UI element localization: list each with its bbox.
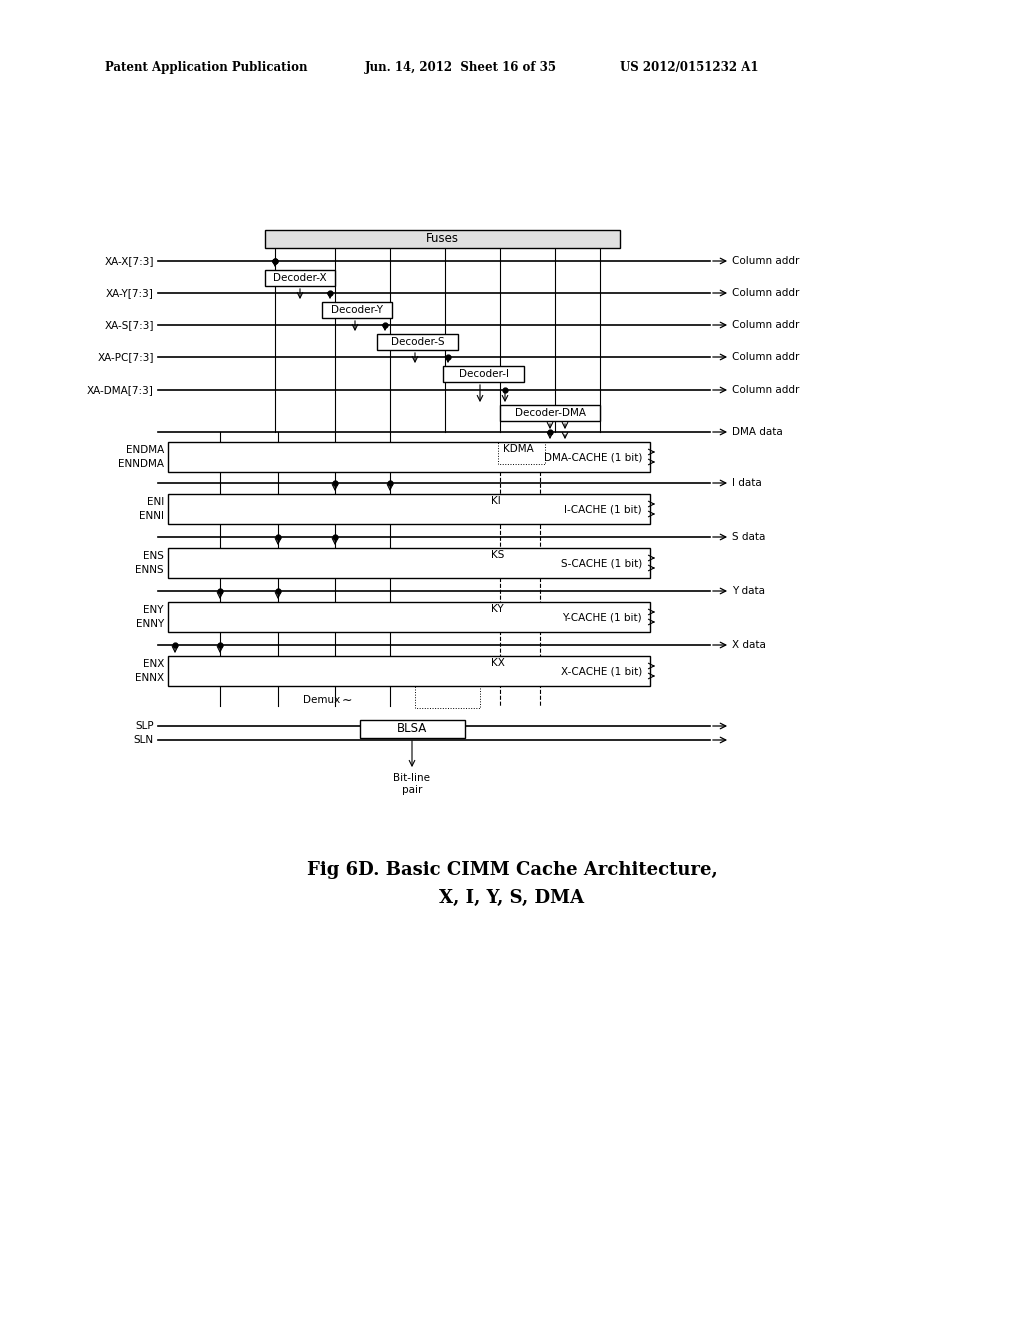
Text: ENY: ENY [143,605,164,615]
Bar [377,334,458,350]
Text: Jun. 14, 2012  Sheet 16 of 35: Jun. 14, 2012 Sheet 16 of 35 [365,61,557,74]
Text: Y data: Y data [732,586,765,597]
Text: US 2012/0151232 A1: US 2012/0151232 A1 [620,61,759,74]
Text: KI: KI [490,496,501,506]
Text: X data: X data [732,640,766,649]
Text: DMA-CACHE (1 bit): DMA-CACHE (1 bit) [544,451,642,462]
Bar [500,405,600,421]
Bar [415,686,480,708]
Bar [443,366,524,381]
Bar [360,719,465,738]
Text: XA-PC[7:3]: XA-PC[7:3] [97,352,154,362]
Bar [498,442,545,465]
Text: Fuses: Fuses [426,232,459,246]
Text: BLSA: BLSA [397,722,428,735]
Text: Decoder-Y: Decoder-Y [331,305,383,315]
Text: XA-DMA[7:3]: XA-DMA[7:3] [87,385,154,395]
Text: X, I, Y, S, DMA: X, I, Y, S, DMA [439,888,585,907]
Bar [168,656,650,686]
Text: XA-X[7:3]: XA-X[7:3] [104,256,154,267]
Text: X-CACHE (1 bit): X-CACHE (1 bit) [561,667,642,676]
Text: ENI: ENI [146,498,164,507]
Text: Column addr: Column addr [732,256,800,267]
Text: Demux: Demux [303,696,340,705]
Bar [322,302,392,318]
Text: SLP: SLP [135,721,154,731]
Text: ENNI: ENNI [139,511,164,521]
Text: Patent Application Publication: Patent Application Publication [105,61,307,74]
Bar [168,494,650,524]
Text: Decoder-DMA: Decoder-DMA [514,408,586,418]
Text: Decoder-I: Decoder-I [459,370,509,379]
Text: Column addr: Column addr [732,385,800,395]
Bar [168,602,650,632]
Text: Decoder-X: Decoder-X [273,273,327,282]
Bar [168,548,650,578]
Text: S-CACHE (1 bit): S-CACHE (1 bit) [561,558,642,568]
Text: DMA data: DMA data [732,426,782,437]
Text: Fig 6D. Basic CIMM Cache Architecture,: Fig 6D. Basic CIMM Cache Architecture, [306,861,718,879]
Text: I data: I data [732,478,762,488]
Text: ENX: ENX [142,659,164,669]
Text: ENNY: ENNY [136,619,164,630]
Text: KS: KS [490,550,505,560]
Text: Y-CACHE (1 bit): Y-CACHE (1 bit) [562,612,642,622]
Text: KDMA: KDMA [503,444,534,454]
Text: ENNDMA: ENNDMA [118,459,164,469]
Text: XA-S[7:3]: XA-S[7:3] [104,319,154,330]
Text: SLN: SLN [134,735,154,744]
Text: ENS: ENS [143,550,164,561]
Bar [265,230,620,248]
Text: Column addr: Column addr [732,352,800,362]
Text: ∼: ∼ [342,693,352,706]
Text: KX: KX [490,657,505,668]
Text: Column addr: Column addr [732,319,800,330]
Text: XA-Y[7:3]: XA-Y[7:3] [106,288,154,298]
Text: KY: KY [490,605,504,614]
Text: ENNX: ENNX [135,673,164,682]
Text: S data: S data [732,532,765,543]
Text: I-CACHE (1 bit): I-CACHE (1 bit) [564,504,642,513]
Text: Column addr: Column addr [732,288,800,298]
Text: ENNS: ENNS [135,565,164,576]
Bar [168,442,650,473]
Bar [265,271,335,286]
Text: ENDMA: ENDMA [126,445,164,455]
Text: Decoder-S: Decoder-S [391,337,444,347]
Text: Bit-line
pair: Bit-line pair [393,774,430,795]
